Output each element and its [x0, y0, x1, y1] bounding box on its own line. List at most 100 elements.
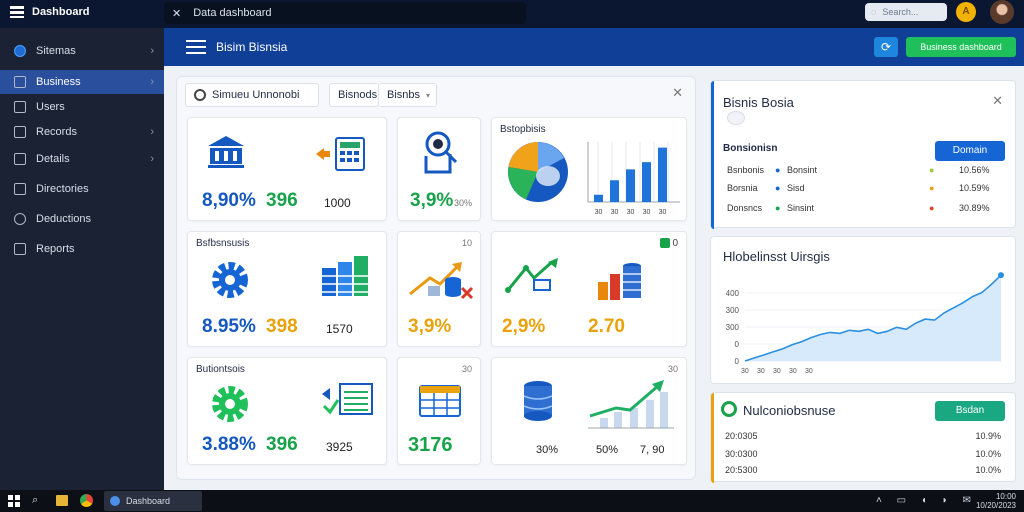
tab-second[interactable]: Bisnods [329, 83, 379, 107]
bank-icon [208, 136, 244, 168]
list-item[interactable]: 20:5300 10.0% [725, 465, 1001, 475]
x-tick-label: 30 [627, 209, 635, 216]
metric-value: 3,9% [410, 190, 454, 211]
logo-icon [10, 6, 24, 18]
metric-small: 30% [454, 198, 473, 208]
y-tick-label: 300 [726, 323, 740, 332]
metric-card-6[interactable]: 0 2,9% 2.70 [491, 231, 687, 347]
clock[interactable]: 10:00 10/20/2023 [975, 492, 1016, 510]
bar [626, 169, 635, 202]
spreadsheet-icon [322, 383, 373, 415]
growth-chart-icon [588, 380, 674, 429]
top-search-input[interactable]: ◌ Search... [865, 3, 947, 21]
globe-icon [14, 45, 26, 57]
app-logo[interactable]: Dashboard [10, 6, 89, 18]
metric-value: 3,9% [408, 316, 452, 337]
avatar[interactable] [990, 0, 1014, 24]
metric-value-secondary: 2.70 [588, 316, 625, 337]
data-point [998, 272, 1004, 279]
leaf-icon: ● [929, 203, 935, 213]
start-icon[interactable] [8, 495, 20, 507]
usage-chart-panel: Hlobelinsst Uirsgis 400 300 300 0 0 30 30 30 30 3… [710, 236, 1016, 384]
x-tick-label: 30 [757, 368, 765, 375]
panel-title: Hlobelinsst Uirsgis [723, 249, 830, 264]
leaf-icon: ● [929, 165, 935, 175]
y-tick-label: 400 [726, 289, 740, 298]
chevron-right-icon: › [150, 126, 154, 138]
app-icon [110, 496, 120, 506]
sidebar-item-sitemas[interactable]: Sitemas › [0, 38, 164, 64]
list-item[interactable]: 30:0300 10.0% [725, 449, 1001, 459]
metric-card-4[interactable]: Bsfbsnsusis 8.95% 398 1570 [187, 231, 387, 347]
metric-card-7[interactable]: Butiontsois 3.88% 396 3925 [187, 357, 387, 465]
y-tick-label: 0 [735, 340, 740, 349]
close-icon[interactable]: ✕ [672, 85, 683, 100]
tab-label: Bisnbs [387, 89, 421, 101]
notification-badge[interactable]: A [956, 2, 976, 22]
list-item[interactable]: 20:0305 10.9% [725, 431, 1001, 441]
panel-title: Bisnis Bosia [723, 95, 794, 110]
close-icon[interactable]: ✕ [992, 93, 1003, 108]
sidebar-item-users[interactable]: Users [0, 95, 164, 119]
refresh-icon: ⟳ [880, 40, 892, 54]
sidebar-item-directories[interactable]: Directories [0, 177, 164, 201]
search-icon[interactable]: ⌕ [32, 494, 39, 506]
chart-card[interactable]: Bstopbisis 30 30 30 30 30 [491, 117, 687, 221]
metric-small: 30 [461, 364, 472, 374]
details-button[interactable]: Bsdan [935, 401, 1005, 421]
close-icon[interactable]: ✕ [172, 7, 182, 20]
sidebar: Sitemas › Business › Users Records › Det… [0, 28, 164, 490]
sidebar-item-deductions[interactable]: Deductions [0, 207, 164, 231]
bar [658, 147, 667, 202]
card-title: Bsfbsnsusis [196, 238, 250, 249]
refresh-button[interactable]: ⟳ [874, 37, 898, 57]
system-tray[interactable]: ˄ ▭ ◖ ◗ ✉ [876, 495, 977, 506]
panel-title: Nulconiobsnuse [743, 403, 836, 418]
sidebar-item-label: Users [36, 101, 65, 113]
sidebar-item-details[interactable]: Details › [0, 147, 164, 171]
browser-icon[interactable] [80, 494, 93, 507]
list-item[interactable]: Borsnia ● Sisd ● 10.59% [727, 183, 990, 193]
chevron-right-icon: › [150, 76, 154, 88]
area-fill [745, 275, 1001, 361]
search-placeholder: Search... [882, 7, 919, 17]
tab-label: Bisnods [338, 89, 378, 101]
report-icon [14, 243, 26, 255]
trend-icon [505, 258, 558, 293]
growth-icon [409, 262, 474, 300]
metric-card-2[interactable]: 3,9% 30% [397, 117, 481, 221]
taskbar: ⌕ Dashboard ˄ ▭ ◖ ◗ ✉ 10:00 10/20/2023 [0, 490, 1024, 512]
settings-icon [14, 213, 26, 225]
circle-icon [194, 89, 206, 101]
tab-third[interactable]: Bisnbs ▾ [379, 83, 437, 107]
metric-card-9[interactable]: 30 30% 50% 7, 90 [491, 357, 687, 465]
domain-button[interactable]: Domain [935, 141, 1005, 161]
series-line [744, 274, 1002, 362]
metric-value-secondary: 50% [596, 444, 619, 456]
list-item[interactable]: Donsncs ● Sinsint ● 30.89% [727, 203, 990, 213]
page-title: Bisim Bisnsia [186, 40, 287, 54]
url-bar[interactable]: ✕ Data dashboard [164, 2, 526, 24]
y-tick-label: 300 [726, 306, 740, 315]
sidebar-item-records[interactable]: Records › [0, 120, 164, 144]
tab-main[interactable]: Simueu Unnonobi [185, 83, 319, 107]
metric-value: 3176 [408, 434, 453, 456]
metric-card-1[interactable]: 8,90% 396 1000 [187, 117, 387, 221]
app-name: Dashboard [32, 6, 90, 18]
metric-card-8[interactable]: 30 3176 [397, 357, 481, 465]
taskbar-app-dashboard[interactable]: Dashboard [104, 491, 202, 511]
sidebar-item-business[interactable]: Business › [0, 70, 164, 94]
x-tick-label: 30 [595, 209, 603, 216]
chevron-right-icon: › [150, 153, 154, 165]
panel-subtitle: Bonsionisn [723, 143, 778, 154]
card-title: Butiontsois [196, 364, 245, 375]
header-action-button[interactable]: Business dashboard [906, 37, 1016, 57]
list-item[interactable]: Bsnbonis ● Bonsint ● 10.56% [727, 165, 990, 175]
chart-icon [14, 101, 26, 113]
menu-icon[interactable] [186, 40, 206, 54]
sidebar-item-reports[interactable]: Reports [0, 237, 164, 261]
sidebar-item-label: Sitemas [36, 45, 76, 57]
folder-icon[interactable] [56, 495, 68, 506]
x-tick-label: 30 [643, 209, 651, 216]
metric-card-5[interactable]: 10 3,9% [397, 231, 481, 347]
